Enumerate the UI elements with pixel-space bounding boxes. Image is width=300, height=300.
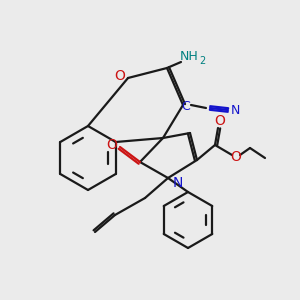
Text: NH: NH bbox=[180, 50, 198, 62]
Text: N: N bbox=[173, 176, 183, 190]
Text: O: O bbox=[115, 69, 125, 83]
Text: O: O bbox=[231, 150, 242, 164]
Text: O: O bbox=[106, 138, 117, 152]
Text: 2: 2 bbox=[199, 56, 205, 66]
Text: N: N bbox=[230, 103, 240, 116]
Text: O: O bbox=[214, 114, 225, 128]
Text: C: C bbox=[182, 100, 190, 113]
